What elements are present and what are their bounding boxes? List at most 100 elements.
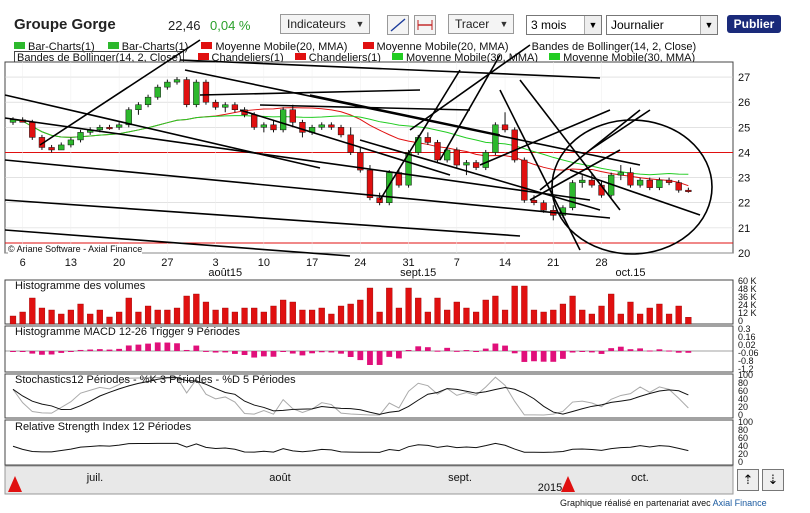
legend-item[interactable]: Moyenne Mobile(30, MMA) [391, 52, 538, 64]
macd-bar [627, 349, 634, 351]
macd-bar [386, 351, 393, 357]
macd-bar [646, 350, 653, 352]
macd-bar [309, 351, 315, 354]
legend-item[interactable]: Moyenne Mobile(20, MMA) [362, 41, 509, 53]
trendline [569, 169, 701, 216]
candle-body [540, 202, 547, 211]
indicators-dropdown[interactable]: Indicateurs ▼ [280, 14, 370, 34]
legend-item[interactable]: Bar-Charts(1) [14, 41, 95, 53]
axial-finance-link[interactable]: Axial Finance [712, 498, 767, 508]
volume-bar [38, 307, 46, 325]
zoom-out-button[interactable]: ⇡ [737, 469, 759, 491]
draw-dropdown[interactable]: Tracer ▼ [448, 14, 514, 34]
candle-body [299, 122, 306, 133]
stochastic-k-line [12, 376, 689, 416]
macd-bar [299, 351, 306, 356]
candle-body [67, 139, 75, 146]
y-tick-label: 24 [738, 147, 750, 159]
macd-bar [357, 351, 364, 361]
macd-tick-label: -1.2 [738, 364, 754, 374]
rsi-tick-label: 40 [738, 441, 748, 451]
macd-bar [135, 344, 142, 351]
legend-swatch [197, 53, 209, 60]
interval-select[interactable]: Journalier ▼ [606, 15, 718, 35]
user-trendlines [4, 39, 713, 257]
macd-bar [637, 348, 644, 351]
legend-item[interactable]: Bandes de Bollinger(14, 2, Close) [531, 41, 697, 53]
y-tick-label: 26 [738, 97, 750, 109]
volume-bar [444, 309, 451, 325]
macd-bar [77, 349, 84, 351]
candle-body [453, 149, 460, 166]
chevron-down-icon: ▼ [499, 19, 509, 29]
x-tick-label: 27 [161, 257, 173, 269]
candle-body [530, 199, 538, 203]
candle-body [144, 96, 152, 105]
candle-body [328, 124, 335, 128]
chart-grid [5, 62, 733, 254]
horizontal-line-tool-button[interactable] [414, 15, 436, 35]
candle-body [318, 124, 325, 128]
macd-bar [434, 350, 441, 352]
rsi-line [12, 442, 689, 453]
rsi-tick-label: 60 [738, 433, 748, 443]
trendline [184, 69, 641, 166]
candle-body [434, 142, 441, 161]
publish-button[interactable]: Publier [727, 15, 781, 33]
volume-bar [231, 311, 238, 325]
trendline [499, 89, 581, 251]
trendline [529, 149, 621, 201]
macd-bar [145, 343, 151, 351]
x-tick-label: 13 [65, 257, 77, 269]
macd-bar [560, 351, 566, 359]
legend-item[interactable]: Moyenne Mobile(20, MMA) [201, 41, 347, 53]
volume-bar [202, 301, 210, 325]
y-tick-label: 25 [738, 122, 750, 134]
legend-item[interactable]: Chandeliers(1) [294, 52, 381, 64]
trendline-tool-button[interactable] [387, 15, 409, 35]
legend-row-2: Bandes de Bollinger(14, 2, Close) Chande… [14, 51, 695, 65]
stochastic-tick-label: 80 [738, 378, 748, 388]
candle-body [588, 179, 596, 186]
legend-item[interactable]: Bar-Charts(1) [107, 41, 188, 53]
volume-bar [357, 299, 364, 325]
panel-frame [4, 419, 734, 466]
arrow-up-icon: ⇡ [742, 472, 754, 487]
volume-bar [540, 311, 547, 325]
legend-item[interactable]: Moyenne Mobile(30, MMA) [549, 52, 695, 64]
volume-bar [463, 307, 470, 325]
candle-body [96, 127, 103, 131]
legend-item[interactable]: Bandes de Bollinger(14, 2, Close) [14, 51, 185, 65]
x-tick-label: 3 [213, 257, 219, 269]
macd-bar [453, 350, 460, 352]
volume-bar [67, 309, 74, 325]
rsi-tick-label: 20 [738, 449, 748, 459]
volume-tick-label: 48 K [738, 284, 757, 294]
navigator-month-label: oct. [631, 472, 649, 484]
macd-bar [396, 351, 402, 359]
candle-body [202, 81, 210, 103]
volume-bar [193, 293, 200, 325]
macd-bar [569, 351, 576, 353]
trendline [359, 139, 601, 211]
candle-body [289, 109, 296, 123]
macd-bar [463, 350, 470, 352]
navigator-left-handle [8, 476, 22, 492]
legend-item[interactable]: Chandeliers(1) [197, 52, 284, 64]
volume-bar [9, 315, 17, 325]
moving-average-line [12, 115, 689, 176]
macd-bar [29, 351, 36, 354]
zoom-in-button[interactable]: ⇣ [762, 469, 784, 491]
trendline [199, 89, 421, 96]
period-select[interactable]: 3 mois ▼ [526, 15, 602, 35]
volume-bar [135, 311, 142, 325]
volume-bar [521, 285, 528, 325]
volume-bar [106, 316, 113, 325]
candle-body [472, 162, 480, 168]
trendline [589, 109, 651, 151]
candle-body [444, 149, 451, 161]
volume-tick-label: 36 K [738, 292, 757, 302]
macd-bar [154, 342, 161, 351]
y-tick-label: 23 [738, 173, 750, 185]
